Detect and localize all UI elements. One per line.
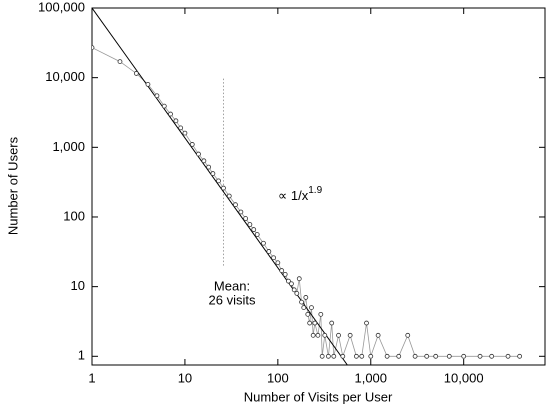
data-point (424, 353, 430, 359)
data-point (433, 353, 439, 359)
data-point (312, 320, 318, 326)
data-point (243, 216, 249, 221)
x-tick-label: 1,000 (354, 370, 387, 385)
data-point (291, 287, 297, 293)
data-point (275, 260, 281, 266)
data-point (310, 332, 316, 338)
data-point (461, 353, 467, 359)
data-point (477, 353, 483, 359)
plot-area (92, 8, 523, 365)
y-axis-label: Number of Users (5, 136, 20, 235)
data-point (489, 353, 495, 359)
fit-label-exponent: 1.9 (308, 185, 322, 196)
data-point (309, 305, 314, 311)
y-tick-label: 1,000 (52, 139, 85, 154)
data-point (154, 93, 160, 99)
data-point (299, 299, 304, 305)
data-point (412, 353, 418, 359)
data-point (92, 45, 95, 51)
data-point (318, 311, 324, 317)
data-point (201, 158, 207, 164)
data-point (251, 227, 257, 232)
x-axis-label: Number of Visits per User (244, 389, 393, 404)
data-point (254, 232, 260, 237)
data-point (301, 305, 307, 311)
data-point (226, 193, 232, 199)
plot-frame (91, 7, 546, 366)
fit-label-text: ∝ 1/x (278, 188, 309, 203)
data-point (210, 171, 216, 176)
data-point (279, 268, 285, 273)
data-point (161, 103, 167, 109)
x-tick-label: 100 (267, 370, 289, 385)
mean-label: 26 visits (209, 292, 256, 307)
mean-label: Mean: (214, 278, 250, 293)
data-point (446, 353, 452, 359)
data-point (396, 353, 402, 359)
data-point (206, 164, 212, 170)
data-point (117, 59, 123, 65)
data-point (238, 209, 244, 215)
data-point (305, 311, 311, 317)
data-point (303, 295, 309, 300)
data-point (233, 202, 238, 208)
data-point (168, 111, 173, 117)
data-point (196, 151, 201, 157)
y-tick-label: 10,000 (45, 69, 85, 84)
data-point (353, 353, 359, 359)
data-line (92, 47, 520, 358)
data-point (216, 178, 221, 184)
data-point (517, 353, 523, 359)
data-point (331, 353, 337, 359)
data-point (375, 332, 381, 338)
data-point (384, 353, 390, 359)
x-tick-label: 1 (88, 370, 95, 385)
y-tick-label: 10 (71, 278, 85, 293)
data-point (368, 353, 374, 359)
data-point (322, 332, 328, 338)
data-point (266, 249, 272, 254)
data-point (359, 353, 365, 359)
data-point (296, 276, 302, 282)
data-point (347, 332, 353, 338)
y-tick-label: 100 (63, 208, 85, 223)
y-tick-label: 1 (78, 348, 85, 363)
data-point (319, 353, 325, 359)
data-point (294, 290, 300, 296)
y-tick-label: 100,000 (38, 0, 85, 14)
data-point (178, 125, 184, 131)
data-point (364, 320, 369, 326)
data-point (325, 353, 331, 359)
data-point (286, 278, 291, 284)
data-point (221, 185, 226, 191)
data-point (340, 353, 346, 359)
data-point (145, 82, 151, 87)
data-point (261, 240, 266, 246)
data-point (247, 222, 253, 227)
data-point (405, 332, 411, 338)
data-point (282, 271, 288, 277)
data-point (505, 353, 511, 359)
x-tick-label: 10 (178, 370, 192, 385)
data-point (307, 320, 313, 326)
data-point (329, 320, 335, 326)
data-point (289, 281, 294, 287)
data-point (182, 130, 188, 136)
fit-label: ∝ 1/x1.9 (278, 185, 323, 204)
data-point (173, 118, 179, 124)
data-point (336, 332, 341, 338)
data-point (315, 332, 321, 338)
data-point (271, 255, 276, 261)
x-tick-label: 10,000 (444, 370, 484, 385)
data-point (133, 71, 139, 76)
data-point (189, 142, 195, 147)
